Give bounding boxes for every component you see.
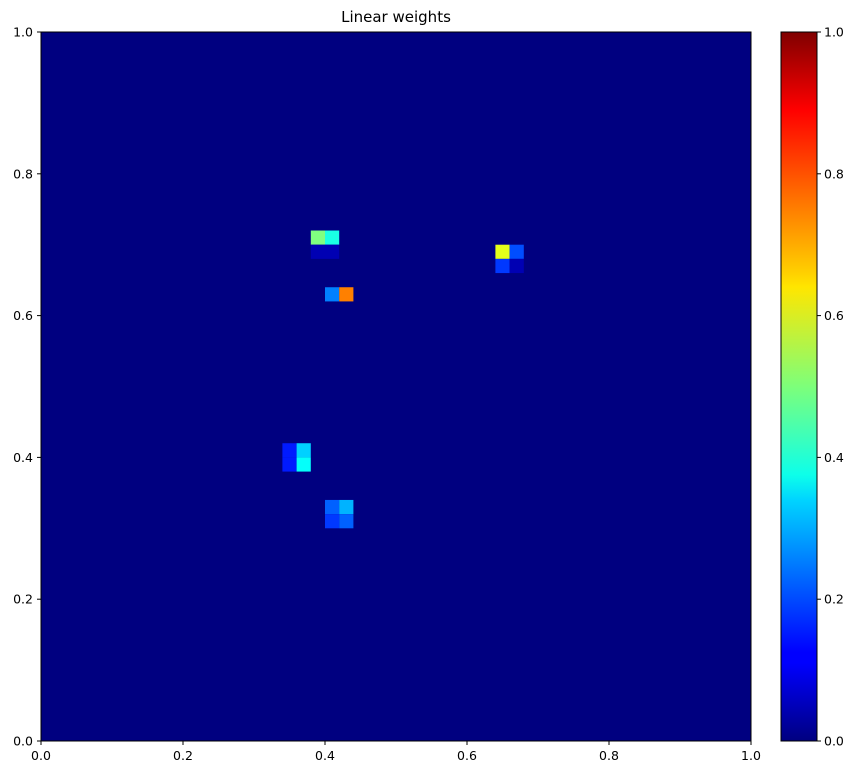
x-tick-label: 0.4 (315, 748, 335, 763)
heatmap-cell (296, 443, 311, 458)
x-tick-label: 0.8 (599, 748, 619, 763)
colorbar-tick-label: 0.2 (824, 592, 844, 607)
heatmap-cell (310, 230, 325, 245)
heatmap-cell (509, 258, 524, 274)
heatmap-cell (509, 244, 524, 259)
colorbar-tick-label: 1.0 (824, 25, 844, 40)
colorbar-tick-label: 0.4 (824, 450, 844, 465)
heatmap-cells (282, 230, 524, 529)
x-tick-label: 0.0 (31, 748, 51, 763)
x-tick-label: 1.0 (741, 748, 761, 763)
x-tick-label: 0.6 (457, 748, 477, 763)
colorbar-ticks: 0.0 0.2 0.4 0.6 0.8 1.0 (817, 25, 844, 749)
y-tick-label: 0.6 (13, 308, 33, 323)
plot-frame (40, 31, 752, 742)
heatmap-cell (339, 287, 354, 302)
chart-title: Linear weights (341, 8, 451, 26)
y-axis: 0.0 0.2 0.4 0.6 0.8 1.0 (13, 25, 41, 749)
heatmap-cell (282, 443, 297, 458)
heatmap-cell (325, 230, 340, 245)
y-tick-label: 0.2 (13, 592, 33, 607)
heatmap-cell (282, 457, 297, 472)
colorbar: 0.0 0.2 0.4 0.6 0.8 1.0 (780, 25, 844, 749)
heatmap-cell (325, 244, 340, 259)
heatmap-cell (325, 514, 340, 529)
colorbar-frame (780, 31, 818, 742)
heatmap-cell (339, 499, 354, 515)
heatmap-cell (325, 287, 340, 302)
heatmap-cell (495, 244, 510, 259)
heatmap-cell (310, 244, 325, 259)
x-tick-label: 0.2 (173, 748, 193, 763)
plot-area (40, 31, 752, 742)
heatmap-cell (495, 258, 510, 274)
colorbar-tick-label: 0.6 (824, 308, 844, 323)
colorbar-tick-label: 0.0 (824, 734, 844, 749)
heatmap-background (41, 32, 751, 741)
x-axis: 0.0 0.2 0.4 0.6 0.8 1.0 (31, 741, 761, 763)
y-tick-label: 0.0 (13, 734, 33, 749)
colorbar-tick-label: 0.8 (824, 166, 844, 181)
heatmap-cell (296, 457, 311, 472)
y-tick-label: 0.8 (13, 166, 33, 181)
y-tick-label: 0.4 (13, 450, 33, 465)
y-tick-label: 1.0 (13, 25, 33, 40)
heatmap-cell (339, 514, 354, 529)
colorbar-gradient (781, 32, 817, 741)
heatmap-cell (325, 499, 340, 515)
